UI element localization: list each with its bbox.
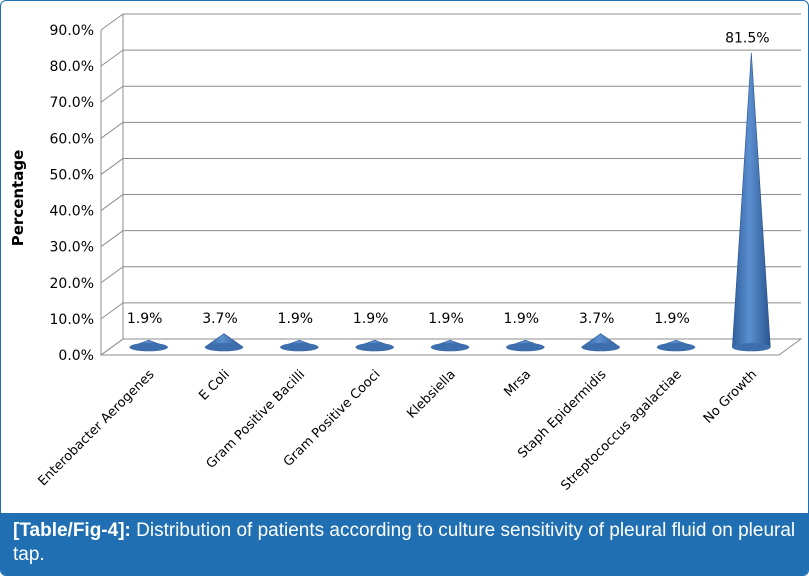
cone-base [732,343,771,351]
gridline-side [100,266,124,284]
cone-bar [129,339,168,352]
caption-tag: [Table/Fig-4]: [13,520,131,541]
y-tick-label: 90.0% [50,23,94,39]
y-tick-label: 0.0% [58,348,94,364]
gridline-side [100,121,124,139]
cone-chart: 0.0% 10.0% 20.0% 30.0% 40.0% 50.0% 60.0% 70.0% 8… [9,13,803,494]
data-labels: 1.9% 3.7% 1.9% 1.9% 1.9% 1.9% 3.7% 1.9% 81.5% [127,31,770,327]
y-tick-label: 10.0% [50,312,94,328]
cone-bar [280,339,319,352]
y-tick-label: 70.0% [50,95,94,111]
data-label: 1.9% [278,311,314,327]
category-label: No Growth [701,367,760,426]
cone-base [129,343,168,351]
data-label: 1.9% [654,311,690,327]
gridline-side [100,85,124,103]
gridline-side [100,302,124,320]
y-tick-label: 50.0% [50,167,94,183]
gridline-side [100,158,124,175]
cone-shape [732,52,771,352]
chart-floor [99,338,803,356]
gridline-side [100,230,124,248]
figure-caption: [Table/Fig-4]: Distribution of patients … [1,513,808,575]
cone-bar [204,333,244,352]
data-label: 1.9% [428,311,464,327]
data-label: 1.9% [127,311,163,327]
category-label: Klebsiella [404,367,458,421]
cone-base [581,343,620,351]
data-label: 1.9% [504,311,540,327]
cone-base [506,343,545,351]
data-label: 81.5% [725,31,769,47]
y-axis-title: Percentage [9,150,27,247]
grid-layer [99,13,803,356]
cone-bar [656,339,696,352]
gridline-side [100,49,124,67]
cone-bar [355,339,394,352]
category-label: Streptococcus agalactiae [558,367,684,493]
y-tick-label: 20.0% [50,276,94,292]
cone-bar [506,339,545,352]
y-tick-label: 80.0% [50,59,94,75]
category-label: Enterobacter Aerogenes [36,367,158,489]
cone-bar [581,333,620,352]
data-label: 3.7% [202,311,238,327]
cone-base [280,343,319,351]
cone-base [431,343,469,351]
cone-bar [430,339,470,352]
y-tick-label: 30.0% [50,240,94,256]
cone-bar [732,52,771,352]
y-tick-labels: 0.0% 10.0% 20.0% 30.0% 40.0% 50.0% 60.0% 70.0% 8… [50,23,94,364]
category-label: Mrsa [501,367,534,400]
cone-base [355,343,394,351]
category-label: E Coli [196,367,232,403]
gridline-side [100,13,124,31]
gridline-side [100,194,124,211]
cone-base [657,343,695,351]
y-tick-label: 40.0% [50,204,94,220]
y-tick-label: 60.0% [50,131,94,147]
caption-text: Distribution of patients according to cu… [13,520,796,565]
cone-base [205,343,243,351]
data-label: 3.7% [579,311,615,327]
cones [129,52,771,352]
data-label: 1.9% [353,311,389,327]
